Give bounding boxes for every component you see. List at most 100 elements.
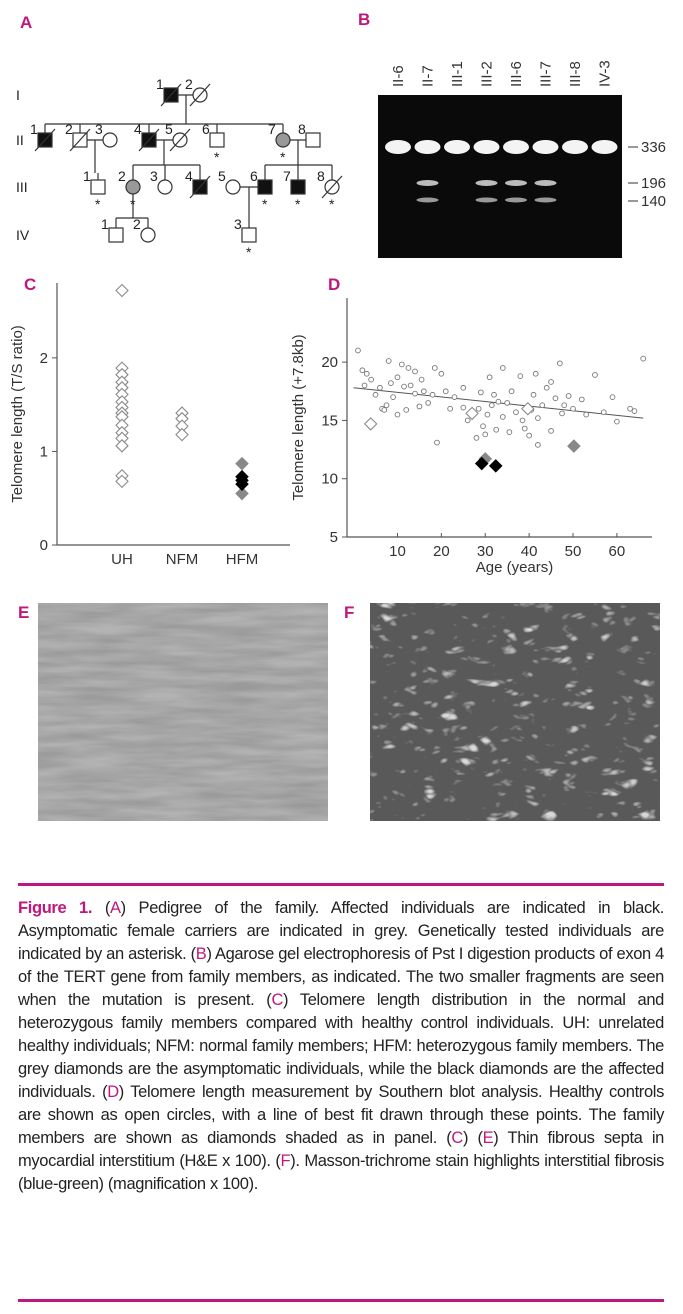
band bbox=[505, 197, 527, 203]
caption: Figure 1. (A) Pedigree of the family. Af… bbox=[18, 897, 664, 1196]
circle-point bbox=[377, 384, 383, 391]
circle-point bbox=[464, 417, 471, 424]
circle-point bbox=[493, 426, 500, 433]
generation-label: I bbox=[16, 87, 20, 103]
individual-number: 7 bbox=[283, 168, 291, 184]
band bbox=[505, 180, 527, 186]
diamond-point bbox=[465, 406, 479, 421]
y-tick-label: 10 bbox=[321, 471, 338, 488]
band bbox=[414, 140, 441, 154]
panel-label: B bbox=[358, 10, 370, 29]
y-tick-label: 5 bbox=[330, 529, 338, 546]
circle-point bbox=[488, 402, 495, 409]
asterisk: * bbox=[329, 196, 335, 212]
circle-point bbox=[399, 361, 405, 368]
circle-point bbox=[526, 432, 532, 439]
rule bbox=[18, 1299, 664, 1302]
x-tick-label: UH bbox=[111, 551, 133, 568]
circle-point bbox=[420, 388, 427, 395]
diamond-point bbox=[115, 474, 129, 489]
male bbox=[241, 227, 257, 243]
circle-point bbox=[418, 376, 425, 383]
circle-point bbox=[475, 405, 482, 412]
circle-point bbox=[539, 402, 546, 409]
circle-point bbox=[570, 405, 576, 412]
circle-point bbox=[556, 360, 563, 367]
caption-text: ( bbox=[92, 899, 111, 917]
circle-point bbox=[401, 383, 407, 390]
circle-point bbox=[385, 358, 392, 364]
lane-label: III-2 bbox=[479, 61, 496, 87]
male bbox=[90, 179, 106, 195]
micrograph-e-texture bbox=[38, 603, 328, 821]
lane-label: III-6 bbox=[508, 61, 525, 87]
individual-number: 5 bbox=[165, 121, 173, 137]
individual-number: 3 bbox=[95, 121, 103, 137]
lane-label: IV-3 bbox=[597, 60, 614, 87]
individual-number: 6 bbox=[250, 168, 258, 184]
caption-text: F bbox=[280, 1152, 291, 1170]
circle-point bbox=[614, 418, 620, 425]
deceased-slash bbox=[160, 83, 182, 107]
circle-point bbox=[473, 435, 480, 441]
y-tick-label: 2 bbox=[40, 350, 48, 367]
circle-point bbox=[368, 376, 374, 383]
x-tick-label: 10 bbox=[389, 543, 406, 560]
female bbox=[157, 179, 173, 195]
deceased-slash bbox=[321, 175, 343, 199]
x-tick-label: 20 bbox=[433, 543, 450, 560]
circle-point bbox=[477, 389, 484, 396]
caption-text: C bbox=[271, 991, 284, 1009]
circle-point bbox=[499, 365, 506, 371]
diamond-point bbox=[567, 439, 581, 453]
diamond-point bbox=[235, 486, 249, 501]
caption-text: Figure 1. bbox=[18, 899, 93, 917]
circle-point bbox=[434, 439, 440, 446]
gel-image bbox=[378, 95, 622, 258]
lane-label: III-7 bbox=[538, 61, 555, 87]
size-label: 336 bbox=[641, 139, 666, 156]
male bbox=[290, 179, 306, 195]
asterisk: * bbox=[262, 196, 268, 212]
asterisk: * bbox=[130, 196, 136, 212]
x-tick-label: 30 bbox=[477, 543, 494, 560]
y-axis-label: Telomere length (T/S ratio) bbox=[9, 325, 26, 503]
caption-text: ) Telomere length measurement by Souther… bbox=[18, 1083, 664, 1147]
circle-point bbox=[361, 382, 368, 389]
band bbox=[532, 140, 559, 154]
band bbox=[444, 140, 470, 154]
circle-point bbox=[561, 402, 568, 409]
panel-label: F bbox=[344, 603, 354, 622]
caption-text: ) Thin fibrous septa in myocardial inter… bbox=[18, 1129, 664, 1170]
lane-label: II-7 bbox=[420, 65, 437, 87]
circle-point bbox=[600, 409, 607, 416]
circle-point bbox=[513, 409, 519, 416]
circle-point bbox=[363, 370, 370, 377]
male bbox=[108, 227, 124, 243]
male bbox=[305, 132, 321, 148]
circle-point bbox=[543, 384, 550, 391]
generation-label: II bbox=[16, 132, 24, 148]
band bbox=[475, 180, 498, 186]
circle-point bbox=[499, 414, 506, 420]
circle-point bbox=[388, 380, 394, 386]
individual-number: 2 bbox=[133, 216, 141, 232]
circle-point bbox=[609, 394, 616, 400]
circle-point bbox=[519, 417, 526, 424]
diamond-point bbox=[363, 417, 378, 431]
diamond-point bbox=[521, 401, 535, 416]
band bbox=[385, 140, 411, 154]
circle-point bbox=[559, 410, 565, 417]
pedigree-lines bbox=[44, 94, 333, 228]
female bbox=[275, 132, 291, 148]
diamond-point bbox=[235, 477, 249, 491]
caption-text: ) Telomere length distribution in the no… bbox=[18, 991, 664, 1101]
deceased-slash bbox=[189, 175, 211, 199]
individual-number: 1 bbox=[101, 216, 109, 232]
lane-label: III-1 bbox=[449, 61, 466, 87]
individual-number: 1 bbox=[156, 76, 164, 92]
caption-text: D bbox=[107, 1083, 119, 1101]
circle-point bbox=[451, 394, 458, 400]
circle-point bbox=[425, 400, 432, 406]
individual-number: 1 bbox=[83, 168, 91, 184]
